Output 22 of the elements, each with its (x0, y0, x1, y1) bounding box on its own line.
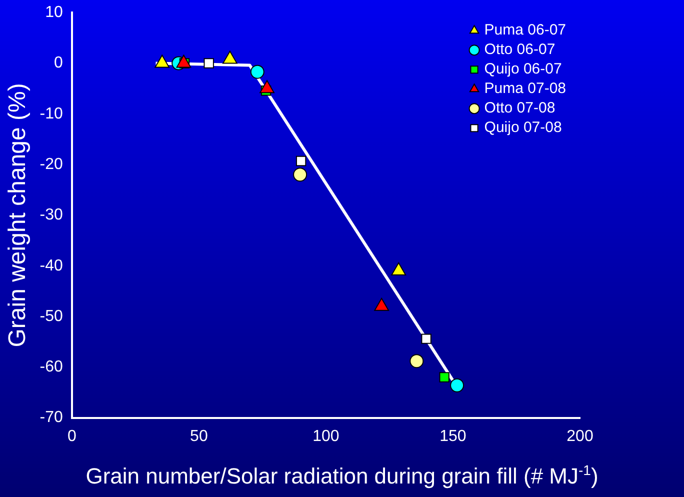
legend-label: Quijo 06-07 (484, 60, 562, 78)
y-tick-label: -30 (40, 206, 64, 224)
legend-label: Puma 07-08 (484, 80, 566, 98)
x-tick-label: 0 (67, 428, 76, 445)
x-tick-label: 200 (566, 428, 594, 445)
y-axis-title: Grain weight change (%) (4, 83, 32, 348)
legend-label: Otto 07-08 (484, 100, 556, 117)
y-tick-label: -50 (40, 308, 64, 325)
y-tick-label: -70 (40, 409, 64, 426)
x-tick-label: 150 (440, 428, 466, 445)
y-tick-label: 10 (45, 4, 64, 22)
legend-label: Quijo 07-08 (484, 119, 562, 136)
y-tick-label: 0 (54, 54, 64, 72)
x-tick-label: 50 (190, 428, 208, 445)
y-tick-label: -20 (40, 156, 64, 173)
y-tick-label: -40 (40, 257, 64, 274)
legend-label: Puma 06-07 (484, 22, 566, 39)
x-axis-title: Grain number/Solar radiation during grain fill (# MJ$^{-1}$) (84, 462, 600, 490)
y-tick-label: -60 (40, 358, 64, 376)
y-tick-label: -10 (40, 105, 64, 122)
legend-label: Otto 06-07 (484, 41, 556, 58)
x-tick-label: 100 (312, 428, 340, 445)
